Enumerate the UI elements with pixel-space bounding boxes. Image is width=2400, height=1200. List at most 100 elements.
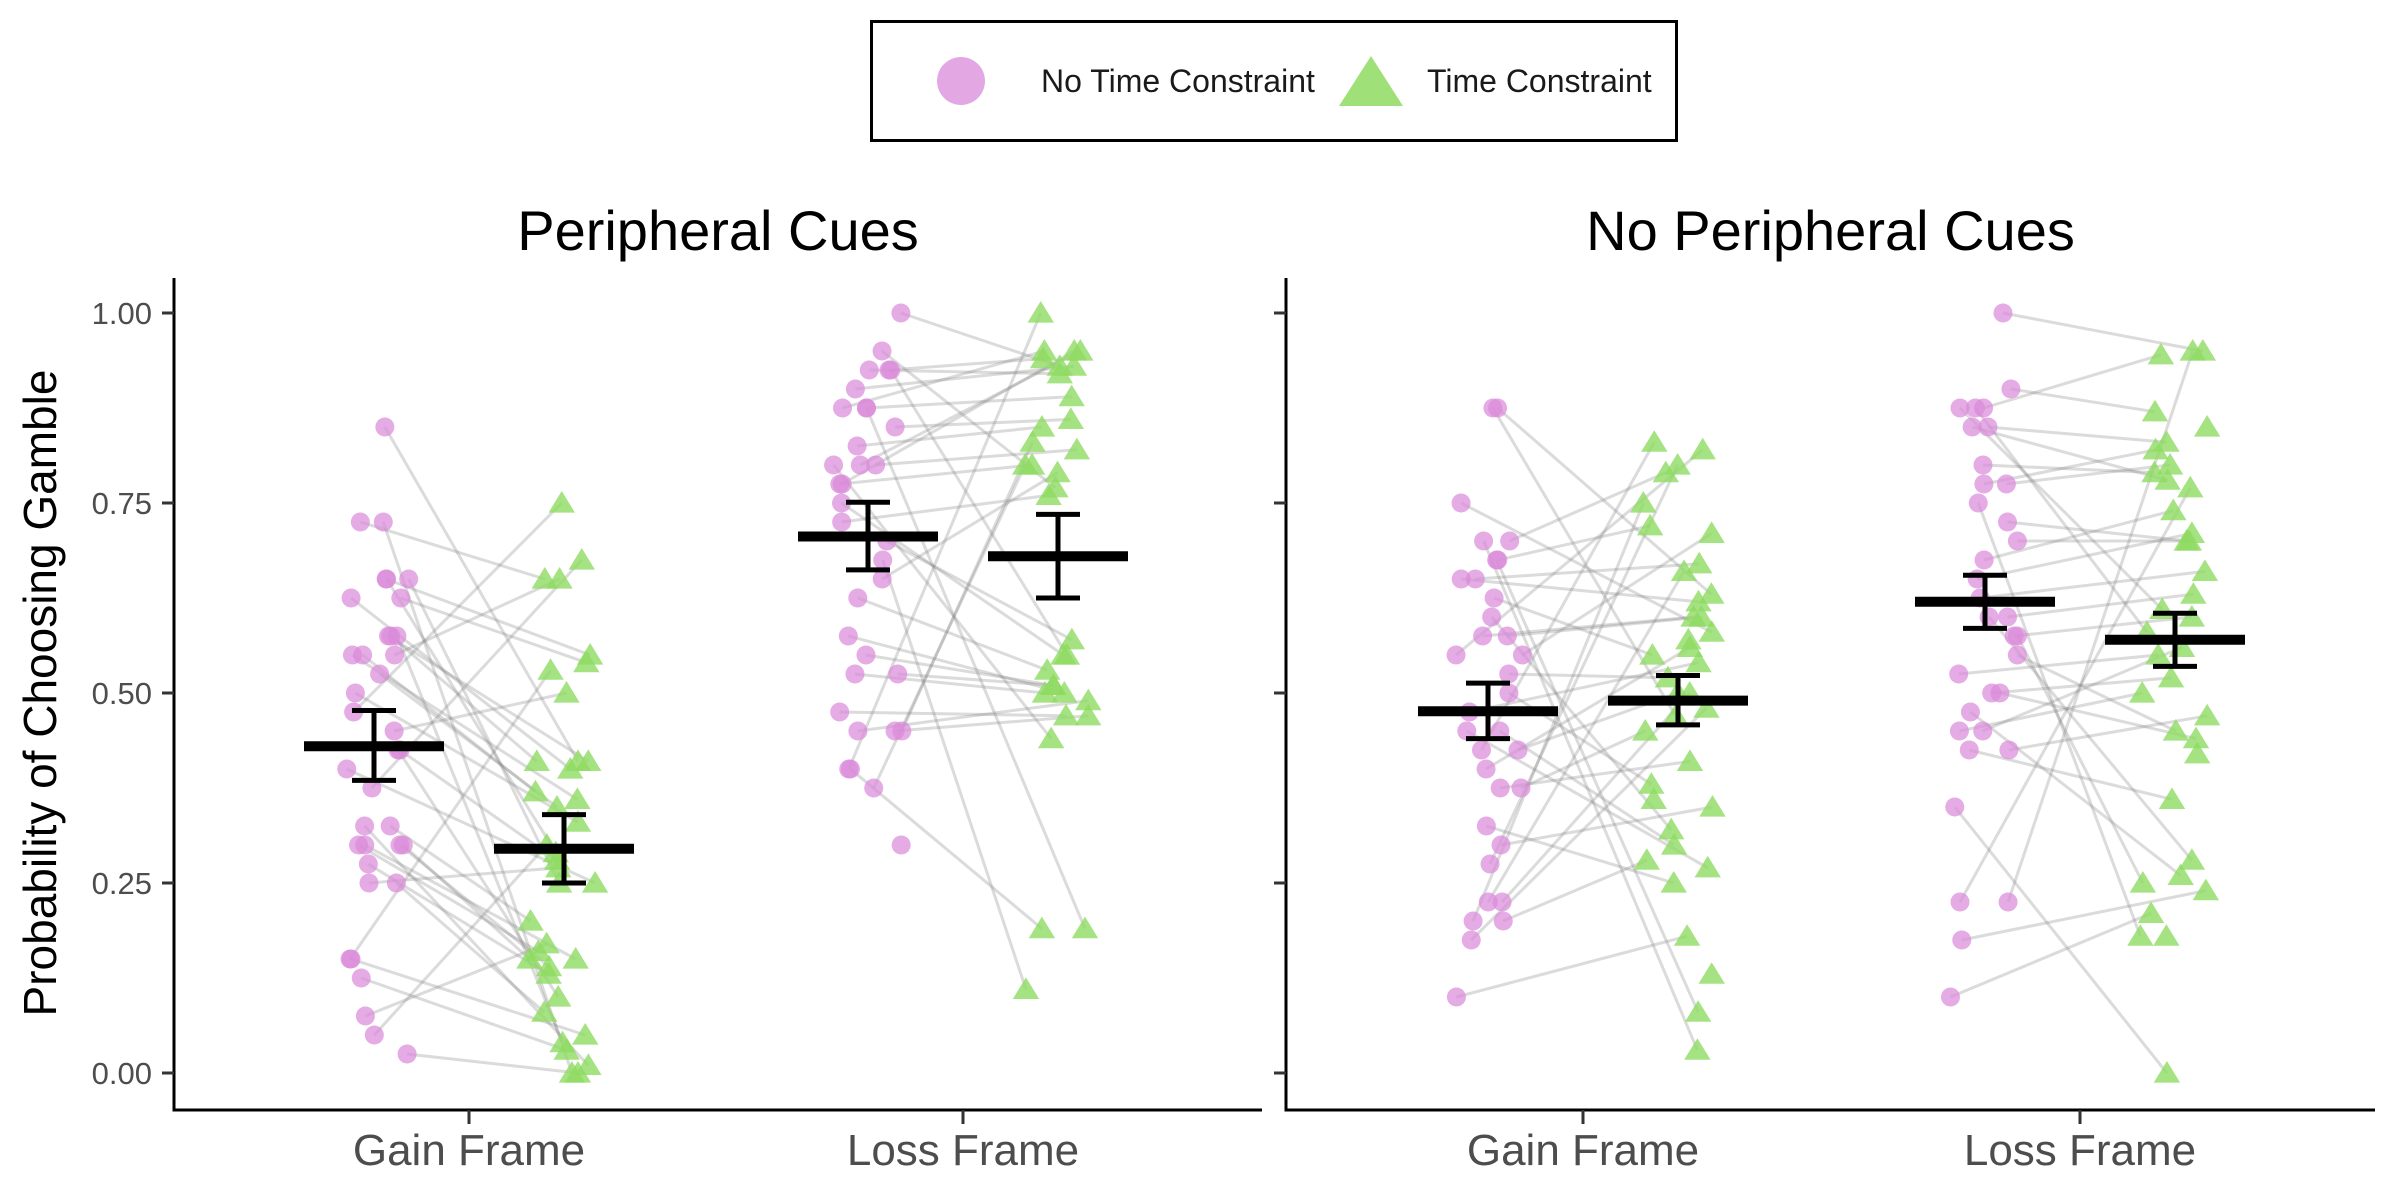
data-point-no-time — [1451, 493, 1471, 513]
paired-line — [854, 672, 1046, 695]
data-point-time — [2192, 878, 2220, 901]
paired-line — [842, 349, 1045, 410]
paired-line — [357, 843, 540, 953]
data-point-no-time — [848, 721, 868, 741]
data-point-time — [1057, 407, 1085, 429]
data-point-no-time — [866, 455, 886, 475]
paired-line — [1456, 934, 1688, 999]
y-tick-label: 1.00 — [92, 296, 152, 331]
data-point-time — [2128, 681, 2156, 703]
paired-line — [350, 957, 586, 1037]
paired-line — [1976, 531, 2193, 581]
data-point-time — [545, 985, 572, 1007]
data-point-no-time — [872, 569, 892, 589]
data-point-time — [1658, 817, 1685, 840]
paired-line — [1475, 562, 1700, 581]
data-point-time — [2182, 726, 2210, 749]
data-point-time — [1639, 643, 1666, 665]
data-point-no-time — [1993, 303, 2013, 323]
data-point-no-time — [864, 778, 884, 798]
data-point-no-time — [1952, 930, 1972, 950]
data-point-no-time — [1511, 778, 1531, 798]
data-point-time — [1638, 772, 1665, 794]
paired-line — [888, 357, 1044, 372]
paired-line — [373, 843, 548, 1037]
data-point-time — [1693, 696, 1720, 718]
data-point-no-time — [1471, 740, 1491, 760]
y-axis-label: Probability of Choosing Gamble — [14, 370, 66, 1017]
paired-line — [1493, 596, 1653, 657]
data-point-time — [2167, 863, 2194, 885]
data-point-time — [568, 548, 595, 570]
data-point-no-time — [1974, 550, 1994, 570]
paired-line — [847, 634, 1065, 695]
data-point-no-time — [2007, 626, 2027, 646]
data-point-no-time — [850, 455, 870, 475]
data-point-time — [2177, 475, 2204, 498]
data-point-time — [564, 787, 591, 809]
data-point-no-time — [830, 702, 850, 722]
paired-line — [1959, 691, 2143, 733]
data-point-no-time — [1997, 512, 2017, 532]
data-point-no-time — [384, 721, 404, 741]
paired-line — [2007, 520, 2187, 543]
data-point-no-time — [375, 417, 395, 437]
paired-line — [406, 1052, 579, 1075]
paired-line — [2002, 311, 2204, 353]
data-point-time — [2158, 787, 2186, 809]
data-point-no-time — [1446, 645, 1466, 665]
data-point-time — [1035, 483, 1062, 505]
paired-line — [387, 634, 590, 763]
data-point-no-time — [399, 569, 419, 589]
data-point-time — [1684, 1000, 1712, 1022]
y-tick-label: 0.25 — [92, 866, 152, 901]
data-point-time — [2160, 498, 2187, 521]
data-point-time — [2175, 529, 2203, 551]
data-point-no-time — [1465, 569, 1485, 589]
paired-line — [1991, 676, 2172, 695]
data-point-time — [1019, 430, 1046, 452]
data-point-no-time — [355, 835, 375, 855]
data-point-no-time — [1940, 987, 1960, 1007]
legend: No Time Constraint Time Constraint — [870, 20, 1678, 142]
paired-line — [1482, 540, 1699, 1051]
paired-line — [1982, 463, 2155, 475]
data-point-no-time — [840, 759, 860, 779]
data-point-no-time — [358, 854, 378, 874]
data-point-no-time — [1487, 550, 1507, 570]
paired-line — [1485, 824, 1675, 885]
paired-line — [1958, 406, 2164, 611]
data-point-no-time — [1512, 645, 1532, 665]
paired-line — [1500, 805, 1713, 847]
data-point-no-time — [833, 398, 853, 418]
data-point-no-time — [1973, 455, 1993, 475]
data-point-time — [1662, 703, 1689, 726]
data-point-time — [1050, 643, 1077, 665]
data-point-no-time — [2007, 645, 2027, 665]
paired-line — [1461, 577, 1699, 604]
data-point-time — [2178, 605, 2206, 627]
paired-line — [1974, 407, 2149, 634]
paired-line — [1508, 672, 1668, 680]
paired-line — [886, 539, 1073, 642]
data-point-no-time — [1491, 835, 1511, 855]
data-point-time — [1071, 916, 1099, 939]
paired-line — [348, 669, 552, 960]
x-tick-label: Loss Frame — [847, 1126, 1079, 1175]
data-point-no-time — [1978, 417, 1998, 437]
data-point-time — [1046, 361, 1073, 384]
data-point-no-time — [364, 1025, 384, 1045]
data-point-no-time — [1463, 911, 1483, 931]
paired-line — [395, 881, 546, 1014]
data-point-no-time — [824, 455, 844, 475]
data-point-no-time — [832, 512, 852, 532]
data-point-time — [1689, 437, 1716, 460]
data-point-time — [573, 650, 600, 673]
data-point-no-time — [1457, 721, 1477, 741]
paired-line — [383, 426, 580, 763]
data-point-time — [1652, 460, 1680, 483]
data-point-time — [1641, 430, 1668, 452]
x-tick-label: Loss Frame — [1964, 1126, 2196, 1175]
data-point-no-time — [1480, 854, 1500, 874]
data-point-no-time — [891, 303, 911, 323]
